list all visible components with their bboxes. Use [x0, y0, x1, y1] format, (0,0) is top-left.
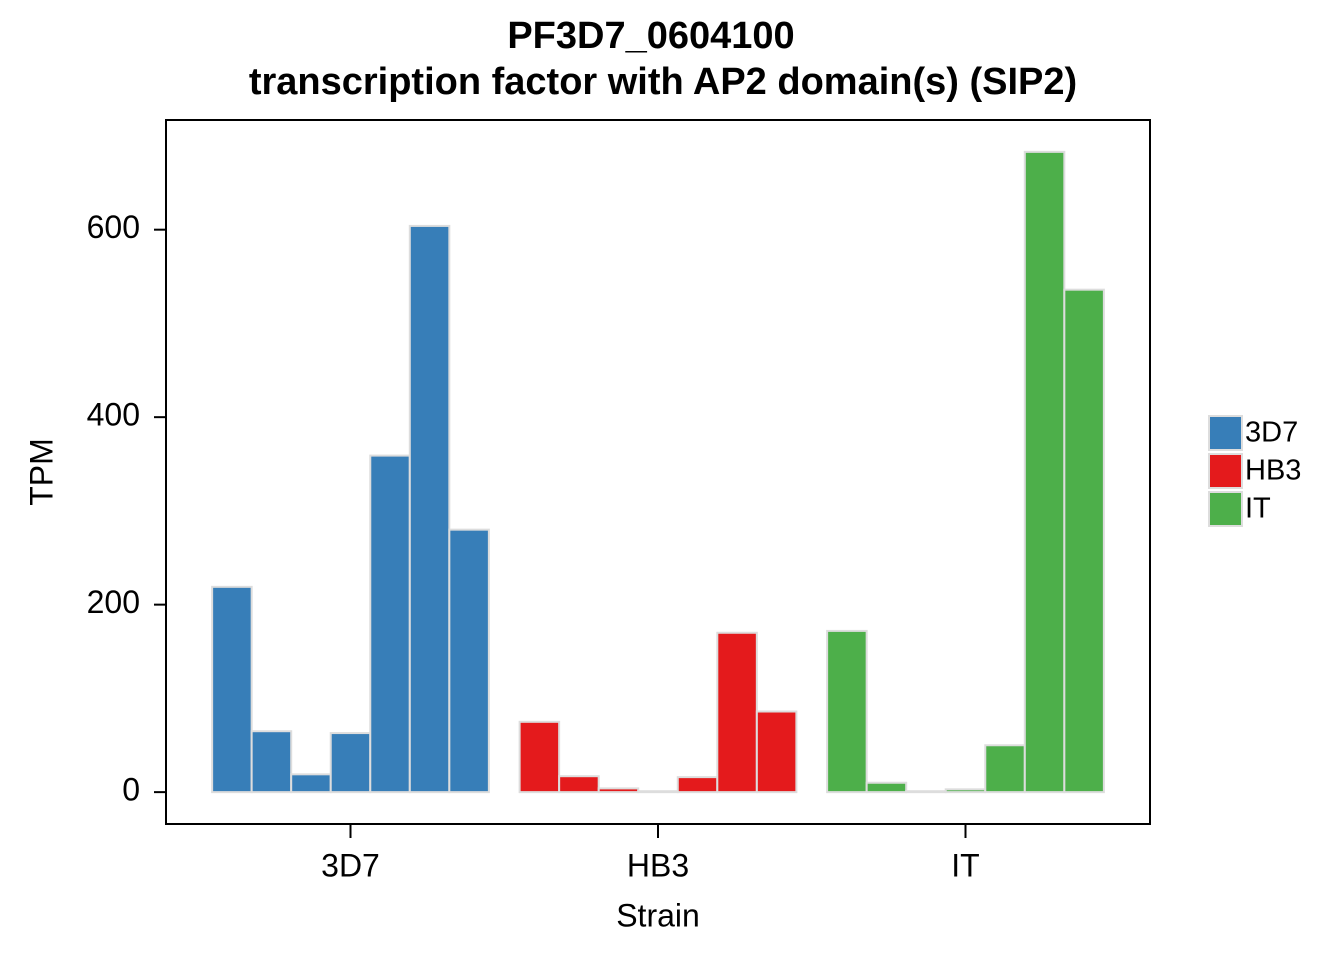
bar	[905, 790, 947, 794]
legend-swatch	[1208, 415, 1243, 451]
x-tick-label: IT	[951, 847, 979, 883]
y-tick-label: 0	[122, 772, 140, 808]
bar	[676, 776, 719, 794]
y-tick-label: 600	[87, 209, 140, 245]
bar	[518, 720, 561, 794]
legend-swatch	[1208, 453, 1243, 489]
y-tick-label: 200	[87, 584, 140, 620]
bar	[290, 773, 332, 794]
bar	[369, 454, 411, 794]
bar	[984, 744, 1026, 794]
y-axis-label: TPM	[23, 438, 59, 506]
bar	[250, 730, 293, 794]
bar	[1023, 150, 1066, 794]
legend-label: IT	[1245, 493, 1271, 525]
bar	[448, 528, 490, 794]
bar	[637, 790, 679, 794]
bar	[716, 631, 758, 794]
bar	[597, 787, 640, 794]
bar	[826, 629, 868, 794]
x-tick-label: 3D7	[321, 847, 380, 883]
bar	[211, 585, 253, 794]
x-tick-label: HB3	[627, 847, 689, 883]
legend-label: HB3	[1245, 455, 1301, 487]
bar	[755, 710, 798, 794]
chart-subtitle: transcription factor with AP2 domain(s) …	[249, 61, 1077, 103]
chart-title: PF3D7_0604100	[507, 15, 794, 57]
x-axis-label: Strain	[616, 897, 700, 933]
bar	[408, 224, 451, 794]
bar	[329, 732, 372, 794]
bar	[558, 775, 600, 794]
bar	[1063, 288, 1105, 794]
bar	[944, 788, 987, 794]
plot-frame	[165, 119, 1151, 825]
legend-swatch	[1208, 491, 1243, 527]
y-tick-label: 400	[87, 397, 140, 433]
bar	[865, 781, 908, 794]
legend-label: 3D7	[1245, 417, 1298, 449]
